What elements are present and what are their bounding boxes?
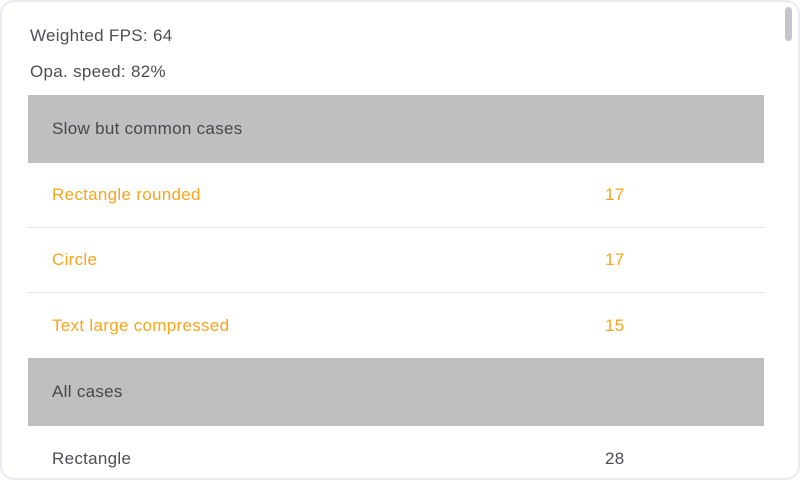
case-fps-value: 17 [605, 250, 625, 269]
case-name: Rectangle rounded [52, 185, 201, 204]
case-fps-value: 15 [605, 315, 625, 335]
section-header-label: Slow but common cases [52, 119, 243, 138]
section-header-all-cases: All cases [28, 358, 764, 426]
weighted-fps-text: Weighted FPS: 64 [30, 26, 173, 45]
case-fps-value: 17 [605, 185, 625, 204]
table-row-circle: Circle 17 [28, 228, 764, 293]
opa-speed-text: Opa. speed: 82% [30, 62, 166, 81]
table-row-text-large-compressed: Text large compressed 15 [28, 293, 764, 358]
case-name: Circle [52, 250, 98, 269]
table-row-rectangle-rounded: Rectangle rounded 17 [28, 163, 764, 228]
section-header-label: All cases [52, 382, 123, 401]
table-row-rectangle: Rectangle 28 [28, 426, 764, 478]
section-header-slow-cases: Slow but common cases [28, 95, 764, 163]
case-fps-value: 28 [605, 448, 625, 468]
scrollbar-thumb[interactable] [785, 7, 792, 41]
results-table[interactable]: Slow but common cases Rectangle rounded … [28, 95, 764, 478]
case-name: Rectangle [52, 448, 132, 468]
case-name: Text large compressed [52, 315, 230, 335]
